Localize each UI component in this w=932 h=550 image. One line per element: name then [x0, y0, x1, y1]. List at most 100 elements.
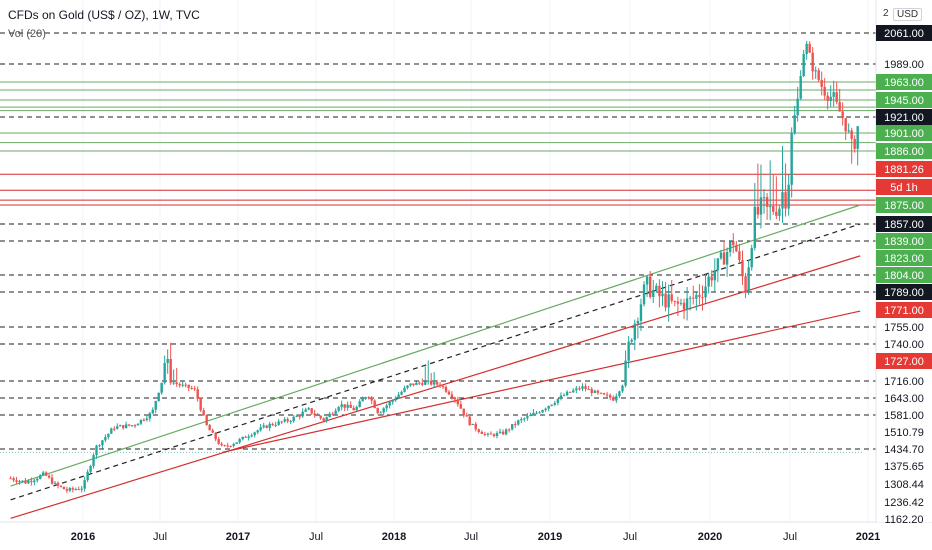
candle-body: [811, 52, 814, 72]
price-tag-background: [876, 125, 932, 141]
candle-body: [406, 385, 409, 388]
price-tag-label: 1643.00: [884, 393, 924, 405]
candle-body: [511, 424, 514, 430]
candle-body: [193, 388, 196, 390]
candle-body: [187, 384, 190, 388]
candle-body: [95, 445, 98, 455]
candle-body: [814, 70, 817, 72]
candle-body: [373, 400, 376, 409]
candle-body: [325, 417, 328, 421]
candle-body: [172, 382, 175, 384]
time-axis: 2016 Jul 2017 Jul 2018 Jul 2019 Jul 2020 Jul 2021: [0, 521, 932, 550]
price-tag-label: 1236.42: [884, 497, 924, 509]
candle-body: [65, 489, 69, 491]
volume-indicator-legend[interactable]: Vol (20): [8, 28, 46, 40]
price-tag-label: 1510.79: [884, 427, 924, 439]
candle-body: [379, 412, 382, 414]
candle-body: [33, 480, 36, 483]
candle-body: [118, 425, 122, 427]
candle-body: [441, 386, 445, 388]
candle-body: [394, 398, 397, 401]
candle-body: [856, 126, 859, 149]
candle-body: [92, 454, 95, 466]
candle-body: [271, 423, 274, 426]
horizontal-levels: [0, 32, 876, 453]
candle-body: [787, 184, 790, 209]
time-tick-label: Jul: [464, 531, 478, 543]
candle-body: [581, 386, 584, 389]
candle-body: [722, 252, 726, 265]
candle-body: [544, 408, 547, 411]
candle-body: [735, 245, 738, 252]
price-tag-label: 1162.20: [885, 514, 924, 526]
candle-body: [199, 398, 202, 411]
candle-body: [217, 439, 220, 444]
candle-body: [835, 92, 838, 102]
candle-body: [247, 436, 250, 438]
candle-body: [765, 197, 769, 207]
candlestick-series: [9, 40, 859, 493]
candle-body: [427, 380, 430, 382]
candle-body: [41, 472, 45, 476]
candle-body: [196, 389, 199, 399]
candle-body: [630, 339, 633, 342]
candle-body: [133, 425, 137, 427]
currency-button[interactable]: USD: [893, 8, 923, 21]
candle-body: [163, 362, 166, 383]
candle-body: [56, 482, 60, 486]
candle-body: [504, 429, 508, 435]
candle-body: [208, 425, 211, 431]
candle-body: [820, 80, 823, 87]
candle-body: [750, 247, 753, 268]
candle-body: [202, 410, 205, 416]
price-tag-label: 1839.00: [884, 236, 924, 248]
candle-body: [268, 423, 271, 428]
candle-body: [361, 398, 364, 402]
price-tag-background: [876, 92, 932, 108]
candle-body: [744, 276, 747, 293]
candle-body: [429, 380, 433, 385]
candle-body: [415, 382, 418, 386]
candle-body: [127, 424, 131, 426]
candle-body: [799, 76, 802, 99]
price-axis[interactable]: 2061.00 1989.00 1963.00 1945.00 1921.00 1901.…: [875, 0, 932, 526]
candle-body: [319, 415, 322, 419]
candle-body: [639, 304, 643, 321]
candle-body: [432, 382, 436, 385]
candle-body: [244, 436, 247, 438]
price-tag-label: 1434.70: [884, 444, 924, 456]
candle-body: [850, 130, 853, 139]
candle-body: [658, 285, 661, 297]
candle-body: [562, 395, 566, 397]
dashed-trendline: [10, 223, 861, 501]
candle-body: [796, 98, 799, 116]
candle-body: [575, 388, 578, 391]
candle-body: [572, 390, 575, 393]
candle-body: [462, 408, 465, 416]
candle-body: [370, 397, 373, 401]
candle-body: [21, 480, 24, 482]
time-tick-label: 2016: [71, 531, 95, 543]
candle-body: [157, 392, 160, 401]
candle-body: [250, 435, 253, 437]
candle-body: [450, 394, 454, 398]
candle-body: [841, 111, 844, 119]
candle-body: [435, 382, 439, 385]
candle-body: [832, 92, 835, 97]
candle-body: [50, 477, 54, 484]
candle-body: [113, 428, 116, 430]
candle-body: [584, 386, 587, 390]
candle-body: [328, 413, 331, 418]
candle-body: [280, 421, 283, 423]
candle-body: [139, 419, 143, 424]
candle-body: [535, 412, 538, 414]
price-tag-label: 5d 1h: [890, 182, 918, 194]
candle-body: [541, 410, 544, 413]
candle-body: [529, 414, 532, 417]
candle-body: [289, 421, 292, 423]
candle-body: [160, 382, 163, 393]
candle-body: [590, 389, 593, 393]
price-tag-label: 1755.00: [884, 322, 924, 334]
candle-body: [36, 478, 39, 481]
